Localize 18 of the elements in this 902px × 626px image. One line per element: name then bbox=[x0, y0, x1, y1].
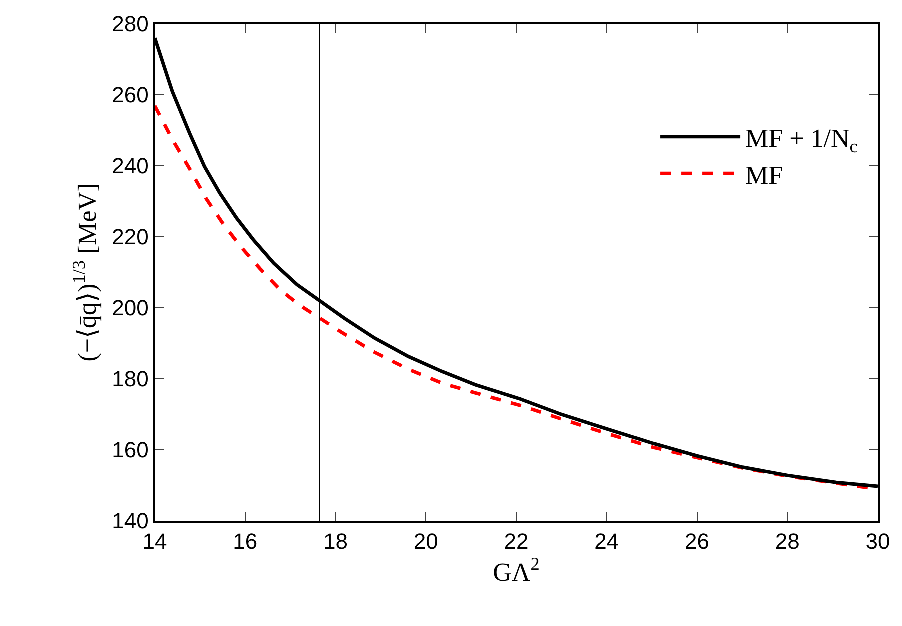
x-tick-label: 30 bbox=[866, 529, 890, 554]
legend-label: MF + 1/N$_{c}$ bbox=[746, 124, 858, 156]
x-axis-title: GΛ$^{2}$ bbox=[493, 554, 540, 588]
y-tick-label: 240 bbox=[112, 154, 149, 179]
x-tick-label: 24 bbox=[594, 529, 620, 554]
x-tick-label: 28 bbox=[775, 529, 800, 554]
x-tick-label: 26 bbox=[685, 529, 710, 554]
y-tick-label: 160 bbox=[112, 438, 149, 463]
x-tick-label: 18 bbox=[324, 529, 348, 554]
y-tick-label: 200 bbox=[112, 296, 149, 321]
x-tick-label: 16 bbox=[233, 529, 258, 554]
y-tick-label: 180 bbox=[112, 366, 149, 392]
legend-label: MF bbox=[746, 160, 784, 190]
y-tick-label: 220 bbox=[112, 224, 149, 250]
x-tick-label: 22 bbox=[504, 529, 529, 554]
y-tick-label: 260 bbox=[112, 82, 149, 108]
y-tick-label: 280 bbox=[112, 12, 149, 37]
x-tick-label: 20 bbox=[414, 529, 438, 554]
